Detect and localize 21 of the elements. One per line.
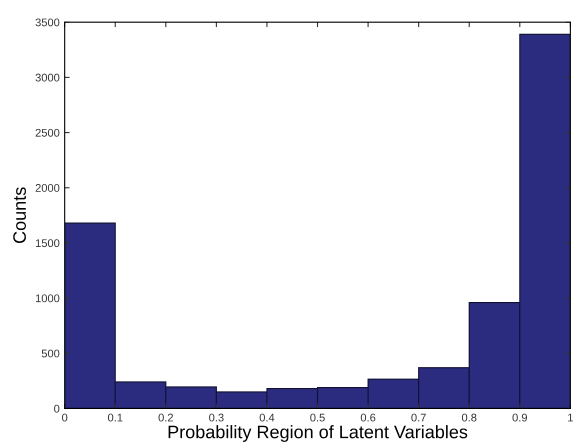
x-tick-label: 0.1 xyxy=(108,414,122,422)
x-tick-label: 0 xyxy=(62,414,68,422)
x-tick-label: 0.5 xyxy=(310,414,325,422)
x-tick-label: 0.3 xyxy=(209,414,224,422)
x-axis-title: Probability Region of Latent Variables xyxy=(168,425,468,442)
x-tick-label: 0.9 xyxy=(512,414,527,422)
x-tick-label: 0.6 xyxy=(360,414,376,422)
y-tick-label: 3000 xyxy=(36,74,60,82)
y-tick-label: 3500 xyxy=(36,18,60,26)
y-tick-label: 2500 xyxy=(36,128,60,137)
x-tick-label: 0.7 xyxy=(411,414,426,422)
y-tick-label: 1500 xyxy=(36,239,60,248)
x-tick-label: 0.4 xyxy=(260,414,274,422)
y-tick-label: 2000 xyxy=(36,184,60,192)
y-tick-label: 500 xyxy=(42,350,60,358)
y-tick-label: 0 xyxy=(54,404,60,413)
x-tick-label: 0.2 xyxy=(158,414,173,422)
x-tick-label: 1 xyxy=(568,414,573,422)
y-axis-title: Counts xyxy=(13,187,26,244)
x-tick-label: 0.8 xyxy=(462,414,476,422)
y-tick-label: 1000 xyxy=(36,294,60,302)
